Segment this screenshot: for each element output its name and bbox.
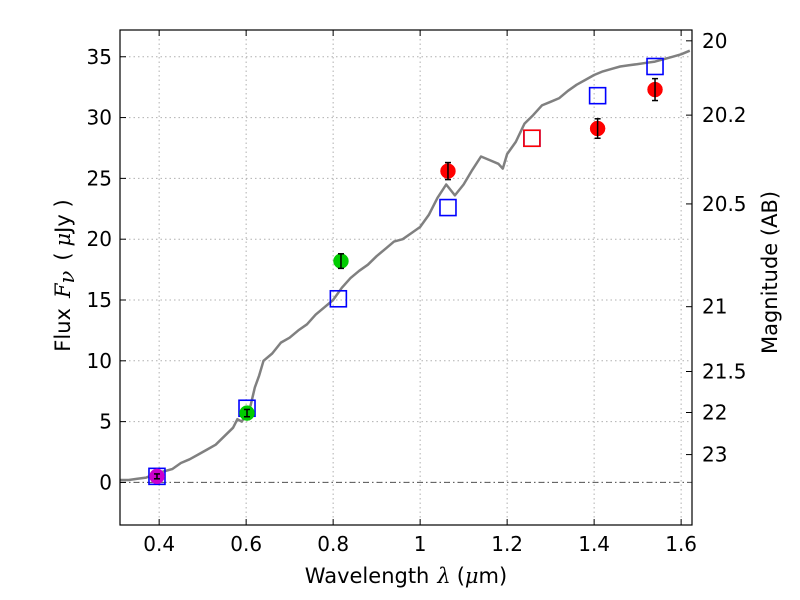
y2-tick-label: 21.5	[702, 360, 747, 384]
model-band-square	[588, 86, 607, 105]
x-axis-label-text: Wavelength	[305, 564, 430, 588]
y2-tick-label: 21	[702, 295, 727, 319]
plot-frame	[119, 29, 693, 526]
x-tick-label: 1.2	[491, 532, 523, 556]
x-axis-label: Wavelength λ (μm)	[305, 564, 507, 588]
y-tick-label: 15	[87, 288, 112, 312]
highlighted-band-square	[523, 129, 541, 148]
model-band-square	[439, 198, 457, 217]
x-tick-label: 0.6	[230, 532, 262, 556]
y-tick-label: 5	[99, 410, 112, 434]
y-axis-unit-rest: Jy )	[51, 199, 75, 235]
y-tick-label: 0	[99, 470, 112, 494]
y2-tick-label: 20	[702, 29, 727, 53]
model-band-square	[148, 467, 166, 486]
y-axis-unit-mu: μ	[51, 233, 75, 247]
y-axis-label-text: Flux	[51, 308, 75, 352]
model-spectrum-layer	[120, 49, 691, 482]
y-tick-label: 35	[87, 45, 112, 69]
y-axis-label: Flux Fν ( μJy )	[51, 199, 79, 351]
y-tick-label: 20	[87, 227, 112, 251]
ticks: 0.4 0.6 0.8 1 1.2 1.4 1.6 0 5 10 15 20 25 30 35 20 20.2 2…	[87, 29, 747, 556]
x-tick-label: 1.6	[665, 532, 697, 556]
x-tick-label: 1.4	[578, 532, 610, 556]
model-spectrum-curve	[120, 49, 691, 482]
y-axis-subscript: ν	[55, 270, 79, 283]
x-tick-label: 0.4	[143, 532, 175, 556]
y2-tick-label: 20.5	[702, 192, 747, 216]
x-axis-unit-rest: m)	[479, 564, 508, 588]
y2-tick-label: 23	[702, 443, 727, 467]
y-tick-label: 25	[87, 166, 112, 190]
x-axis-unit-open: (	[457, 564, 465, 588]
x-axis-symbol: λ	[436, 564, 450, 588]
y-axis-symbol: F	[51, 282, 75, 299]
model-band-square	[646, 57, 664, 76]
x-axis-unit-mu: μ	[465, 564, 479, 588]
grid-lines	[120, 30, 692, 525]
y-tick-label: 30	[87, 106, 112, 130]
y2-axis-label: Magnitude (AB)	[758, 191, 782, 354]
data-markers-layer	[148, 57, 664, 486]
y2-tick-label: 20.2	[702, 103, 747, 127]
x-tick-label: 1	[414, 532, 427, 556]
y-tick-label: 10	[87, 349, 112, 373]
model-band-square	[523, 129, 541, 148]
y2-tick-label: 22	[702, 401, 727, 425]
y-axis-unit-open: (	[51, 252, 75, 260]
model-band-square	[329, 289, 348, 308]
x-tick-label: 0.8	[317, 532, 349, 556]
